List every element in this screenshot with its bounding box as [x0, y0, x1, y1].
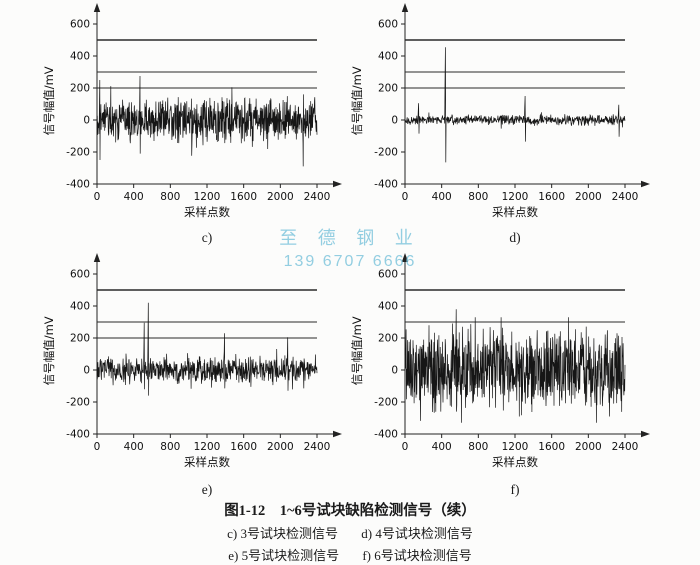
svg-text:-400: -400	[374, 429, 398, 441]
figure-caption: 图1-12 1~6号试块缺陷检测信号（续） c) 3号试块检测信号 d) 4号试…	[0, 499, 700, 564]
svg-text:400: 400	[378, 301, 398, 313]
panel-label-c: c)	[201, 230, 213, 245]
figure-caption-title: 图1-12 1~6号试块缺陷检测信号（续）	[224, 503, 476, 519]
svg-text:0: 0	[391, 365, 398, 377]
svg-text:0: 0	[94, 441, 101, 453]
svg-text:800: 800	[160, 441, 180, 453]
svg-text:800: 800	[468, 441, 488, 453]
svg-text:600: 600	[378, 269, 398, 281]
figure-caption-row-2: e) 5号试块检测信号 f) 6号试块检测信号	[0, 545, 700, 564]
svg-text:0: 0	[83, 115, 90, 127]
svg-text:2000: 2000	[575, 191, 602, 203]
svg-text:400: 400	[124, 441, 144, 453]
svg-text:200: 200	[70, 333, 90, 345]
signal-chart-e: -400 -200 0 200 400 600 0 400 800 1200 1600 2000 240…	[42, 253, 342, 469]
caption-item-c: c) 3号试块检测信号	[227, 526, 338, 541]
svg-text:采样点数: 采样点数	[492, 205, 538, 219]
svg-text:信号幅值/mV: 信号幅值/mV	[42, 66, 56, 135]
svg-text:2400: 2400	[612, 191, 639, 203]
svg-text:-400: -400	[374, 179, 398, 191]
svg-text:2400: 2400	[612, 441, 639, 453]
svg-text:400: 400	[432, 441, 452, 453]
svg-text:1200: 1200	[502, 441, 529, 453]
svg-text:400: 400	[378, 51, 398, 63]
panel-label-f: f)	[510, 482, 520, 497]
svg-text:1600: 1600	[538, 441, 565, 453]
svg-text:400: 400	[432, 191, 452, 203]
svg-text:800: 800	[160, 191, 180, 203]
panel-label-d: d)	[509, 230, 521, 245]
svg-text:采样点数: 采样点数	[184, 455, 230, 469]
svg-text:400: 400	[124, 191, 144, 203]
svg-text:200: 200	[378, 83, 398, 95]
svg-text:采样点数: 采样点数	[492, 455, 538, 469]
svg-text:2000: 2000	[267, 191, 294, 203]
svg-text:600: 600	[378, 19, 398, 31]
svg-text:600: 600	[70, 269, 90, 281]
svg-text:信号幅值/mV: 信号幅值/mV	[350, 66, 364, 135]
svg-text:-200: -200	[374, 147, 398, 159]
svg-text:400: 400	[70, 301, 90, 313]
svg-text:1600: 1600	[230, 191, 257, 203]
svg-text:2400: 2400	[304, 441, 331, 453]
svg-text:600: 600	[70, 19, 90, 31]
caption-item-e: e) 5号试块检测信号	[228, 548, 340, 563]
svg-text:信号幅值/mV: 信号幅值/mV	[42, 316, 56, 385]
svg-text:0: 0	[83, 365, 90, 377]
signal-chart-f: -400 -200 0 200 400 600 0 400 800 1200 1600 2000 240…	[350, 253, 650, 469]
svg-text:0: 0	[391, 115, 398, 127]
svg-text:-400: -400	[66, 429, 90, 441]
panel-label-e: e)	[201, 482, 213, 497]
svg-text:采样点数: 采样点数	[184, 205, 230, 219]
svg-text:0: 0	[402, 191, 409, 203]
svg-text:200: 200	[378, 333, 398, 345]
svg-text:2000: 2000	[267, 441, 294, 453]
svg-text:信号幅值/mV: 信号幅值/mV	[350, 316, 364, 385]
svg-text:-200: -200	[374, 397, 398, 409]
svg-text:800: 800	[468, 191, 488, 203]
svg-text:1200: 1200	[194, 191, 221, 203]
signal-chart-c: -400 -200 0 200 400 600 0 400 800 1200 1600 2000 240…	[42, 3, 342, 219]
svg-text:1600: 1600	[538, 191, 565, 203]
svg-text:1200: 1200	[502, 191, 529, 203]
svg-text:0: 0	[94, 191, 101, 203]
svg-text:-400: -400	[66, 179, 90, 191]
figure-caption-row-1: c) 3号试块检测信号 d) 4号试块检测信号	[0, 523, 700, 542]
caption-item-f: f) 6号试块检测信号	[362, 548, 472, 563]
svg-text:200: 200	[70, 83, 90, 95]
svg-text:-200: -200	[66, 397, 90, 409]
svg-text:2400: 2400	[304, 191, 331, 203]
signal-chart-d: -400 -200 0 200 400 600 0 400 800 1200 1600 2000 240…	[350, 3, 650, 219]
svg-text:0: 0	[402, 441, 409, 453]
svg-text:1600: 1600	[230, 441, 257, 453]
svg-text:2000: 2000	[575, 441, 602, 453]
svg-text:1200: 1200	[194, 441, 221, 453]
caption-item-d: d) 4号试块检测信号	[361, 526, 473, 541]
svg-text:400: 400	[70, 51, 90, 63]
svg-text:-200: -200	[66, 147, 90, 159]
